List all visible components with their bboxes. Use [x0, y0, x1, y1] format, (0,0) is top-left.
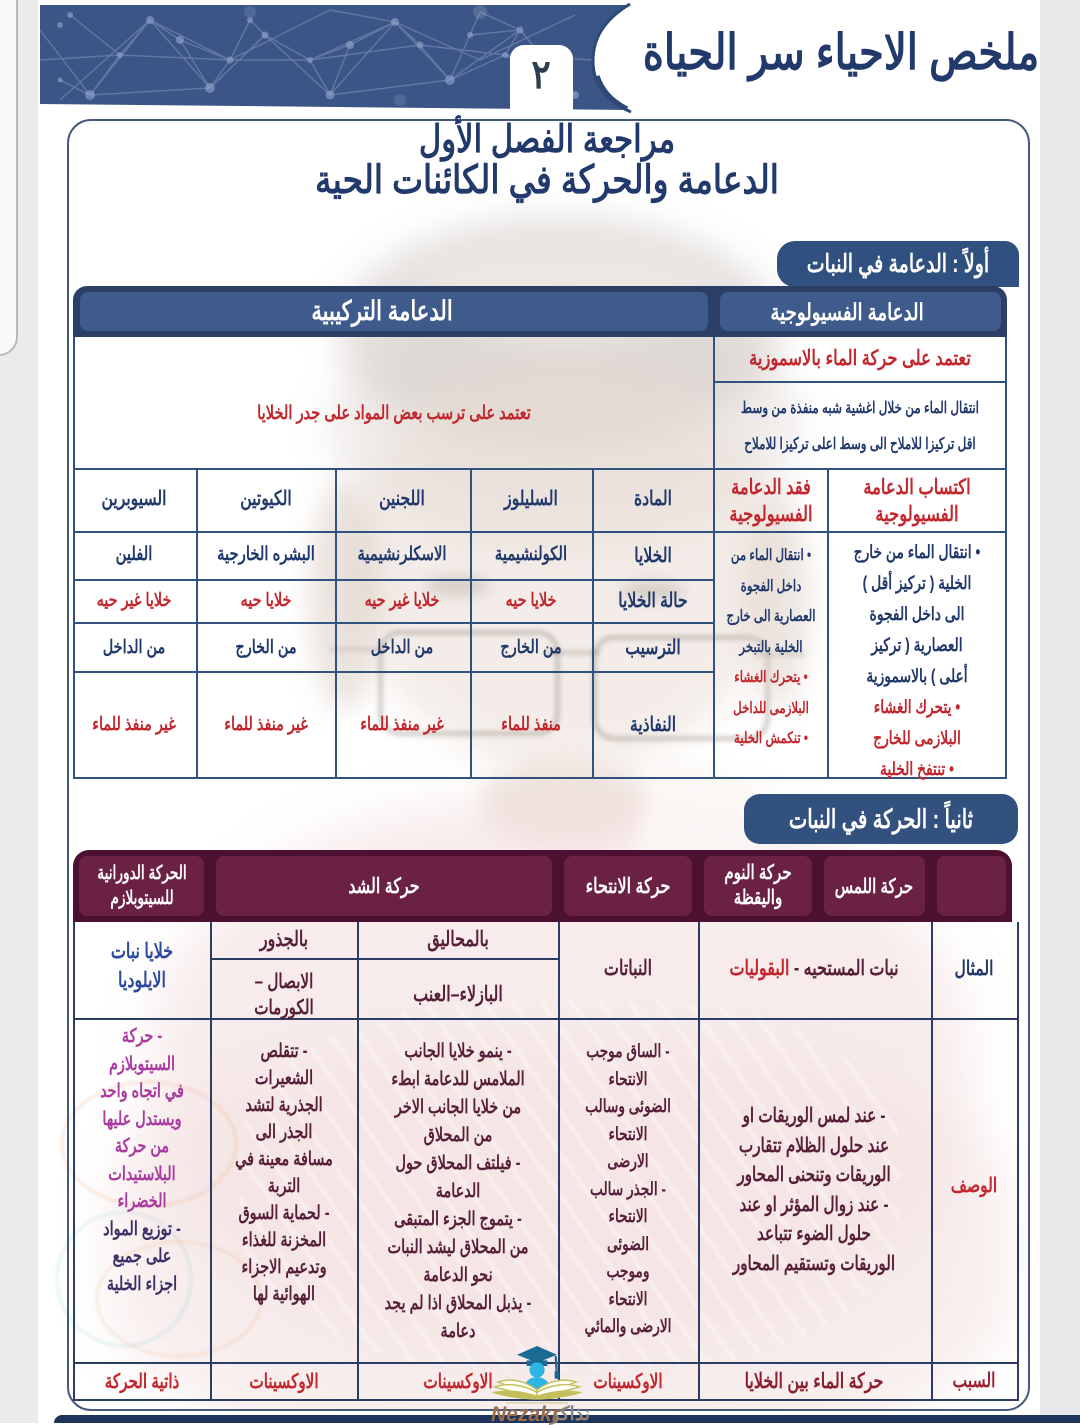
- svg-text:نذاكر: نذاكر: [548, 1404, 590, 1425]
- svg-text:Nezakr: Nezakr: [491, 1403, 562, 1425]
